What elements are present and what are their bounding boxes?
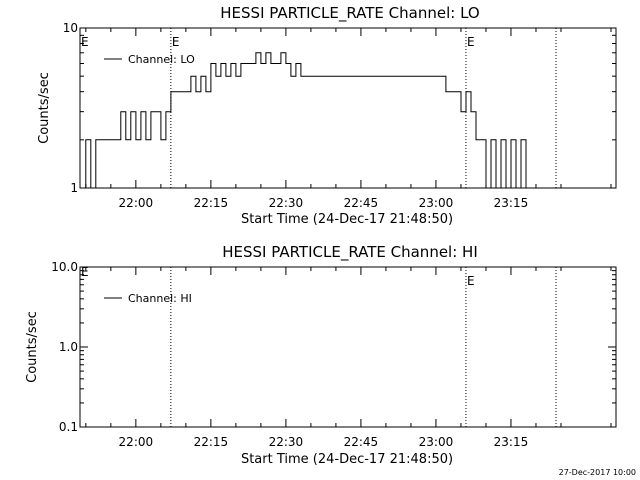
chart-lo-ytick-label: 1 [70, 181, 78, 195]
chart-lo-series-line [80, 52, 532, 189]
chart-hi-xtick-label: 22:45 [344, 435, 379, 449]
chart-lo-panel: HESSI PARTICLE_RATE Channel: LO Counts/s… [37, 4, 617, 227]
chart-lo-event-marker-label: E [172, 35, 180, 49]
chart-hi-ytick-label: 1.0 [59, 340, 78, 354]
chart-lo-xtick-label: 23:00 [419, 196, 454, 210]
chart-hi-xtick-label: 22:00 [119, 435, 154, 449]
chart-lo-xtick-label: 22:00 [119, 196, 154, 210]
chart-hi-event-marker-label: E [467, 274, 475, 288]
chart-hi-title: HESSI PARTICLE_RATE Channel: HI [222, 243, 478, 262]
chart-hi-corner-label: E [81, 265, 89, 279]
chart-lo-series [80, 52, 532, 189]
chart-hi-ylabel: Counts/sec [25, 311, 40, 383]
chart-hi-legend-label: Channel: HI [128, 292, 192, 305]
chart-lo-ytick-label: 10 [63, 21, 78, 35]
chart-lo-corner-label: E [81, 35, 89, 49]
chart-lo-xlabel: Start Time (24-Dec-17 21:48:50) [241, 212, 453, 227]
chart-hi-xtick-label: 23:00 [419, 435, 454, 449]
chart-lo-xtick-label: 22:15 [194, 196, 229, 210]
chart-lo-plot-frame [79, 27, 617, 189]
chart-hi-xtick-label: 23:15 [494, 435, 529, 449]
chart-lo-title: HESSI PARTICLE_RATE Channel: LO [220, 4, 479, 23]
chart-hi-ytick-label: 0.1 [59, 420, 78, 434]
chart-lo-legend-label: Channel: LO [128, 53, 195, 66]
chart-hi-ytick-label: 10.0 [51, 260, 78, 274]
chart-hi-xtick-label: 22:30 [269, 435, 304, 449]
chart-hi-xtick-label: 22:15 [194, 435, 229, 449]
chart-lo-xtick-label: 22:45 [344, 196, 379, 210]
chart-hi-xlabel: Start Time (24-Dec-17 21:48:50) [241, 452, 453, 467]
chart-hi-event-markers: E [170, 267, 557, 427]
chart-lo-ticks: 22:00 22:15 22:30 22:45 23:00 23:15 1 10 [63, 21, 616, 210]
chart-lo-event-marker-label: E [467, 35, 475, 49]
footer-timestamp: 27-Dec-2017 10:00 [559, 468, 636, 477]
chart-lo-xtick-label: 22:30 [269, 196, 304, 210]
chart-hi-plot-frame [79, 266, 617, 428]
chart-hi-panel: HESSI PARTICLE_RATE Channel: HI Counts/s… [25, 243, 617, 467]
chart-hi-ticks: 22:00 22:15 22:30 22:45 23:00 23:15 0.1 1.0 10.0 [51, 260, 616, 449]
chart-lo-xtick-label: 23:15 [494, 196, 529, 210]
chart-lo-ylabel: Counts/sec [37, 72, 52, 144]
